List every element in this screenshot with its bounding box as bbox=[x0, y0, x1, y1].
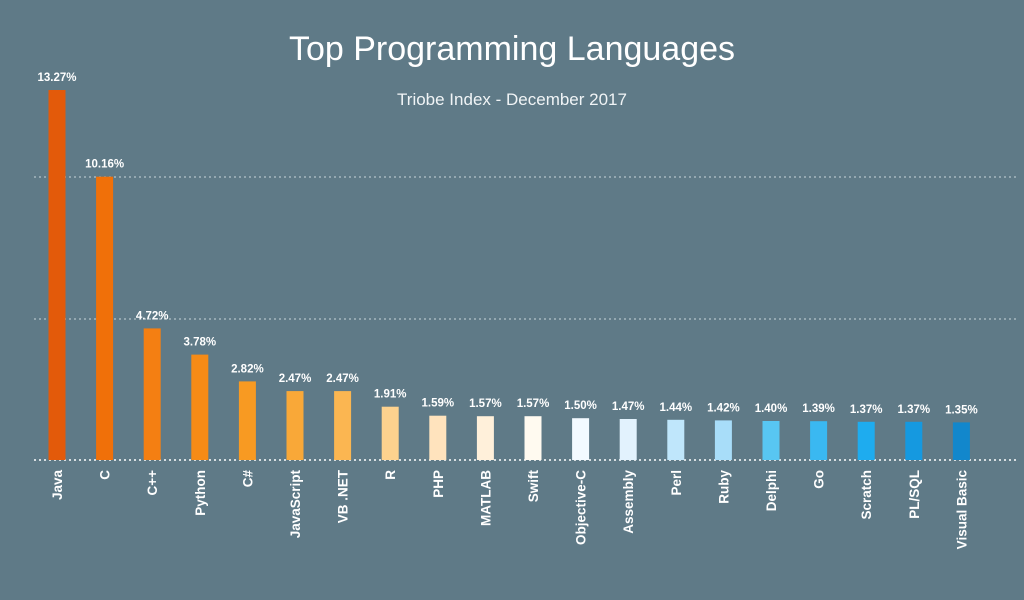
category-label: JavaScript bbox=[288, 470, 303, 539]
data-label: 2.82% bbox=[231, 363, 264, 375]
data-label: 1.44% bbox=[659, 402, 692, 414]
data-label: 2.47% bbox=[279, 373, 312, 385]
data-label: 13.27% bbox=[37, 72, 76, 84]
bar-java bbox=[48, 90, 66, 460]
bar-scratch bbox=[857, 421, 875, 460]
category-label: Java bbox=[50, 470, 65, 501]
bar-php bbox=[429, 415, 447, 460]
data-label: 1.50% bbox=[564, 400, 597, 412]
category-label: C++ bbox=[145, 470, 160, 496]
chart-title: Top Programming Languages bbox=[288, 30, 736, 68]
bar-c- bbox=[238, 381, 256, 460]
category-label: Perl bbox=[669, 470, 684, 496]
bar-javascript bbox=[286, 391, 304, 460]
category-label: C# bbox=[240, 470, 255, 488]
category-label: Objective-C bbox=[574, 470, 589, 545]
bar-vb-net bbox=[334, 391, 352, 460]
bar-delphi bbox=[762, 421, 780, 460]
bar-c bbox=[96, 176, 114, 460]
bar-c- bbox=[143, 328, 161, 460]
category-label: PHP bbox=[431, 470, 446, 498]
category-label: Visual Basic bbox=[954, 470, 969, 550]
bar-matlab bbox=[476, 416, 494, 460]
data-label: 2.47% bbox=[326, 373, 359, 385]
data-label: 1.57% bbox=[469, 398, 502, 410]
data-label: 1.35% bbox=[945, 404, 978, 416]
category-label: MATLAB bbox=[478, 470, 493, 526]
data-label: 10.16% bbox=[85, 159, 124, 171]
category-label: Ruby bbox=[716, 470, 731, 504]
bar-go bbox=[810, 421, 828, 460]
category-label: Go bbox=[812, 470, 827, 489]
data-label: 1.42% bbox=[707, 402, 740, 414]
category-label: PL/SQL bbox=[907, 470, 922, 519]
chart-subtitle: Triobe Index - December 2017 bbox=[397, 90, 627, 109]
data-label: 1.37% bbox=[897, 404, 930, 416]
bar-objective-c bbox=[572, 418, 590, 460]
category-label: Delphi bbox=[764, 470, 779, 511]
category-label: Python bbox=[193, 470, 208, 516]
data-label: 3.78% bbox=[183, 337, 216, 349]
category-label: Scratch bbox=[859, 470, 874, 520]
data-label: 4.72% bbox=[136, 310, 169, 322]
data-label: 1.91% bbox=[374, 389, 407, 401]
bar-swift bbox=[524, 416, 542, 460]
data-label: 1.37% bbox=[850, 404, 883, 416]
bar-perl bbox=[667, 419, 685, 460]
category-label: Assembly bbox=[621, 470, 636, 534]
category-label: C bbox=[98, 470, 113, 480]
category-label: R bbox=[383, 470, 398, 480]
bar-r bbox=[381, 406, 399, 460]
data-label: 1.59% bbox=[421, 398, 454, 410]
data-label: 1.57% bbox=[517, 398, 550, 410]
bar-ruby bbox=[714, 420, 732, 460]
bar-assembly bbox=[619, 419, 637, 460]
bar-visual-basic bbox=[952, 422, 970, 460]
data-label: 1.47% bbox=[612, 401, 645, 413]
category-label: Swift bbox=[526, 469, 541, 502]
data-label: 1.40% bbox=[755, 403, 788, 415]
bar-pl-sql bbox=[905, 421, 923, 460]
category-label: VB .NET bbox=[336, 469, 351, 523]
bar-python bbox=[191, 354, 209, 460]
data-label: 1.39% bbox=[802, 403, 835, 415]
